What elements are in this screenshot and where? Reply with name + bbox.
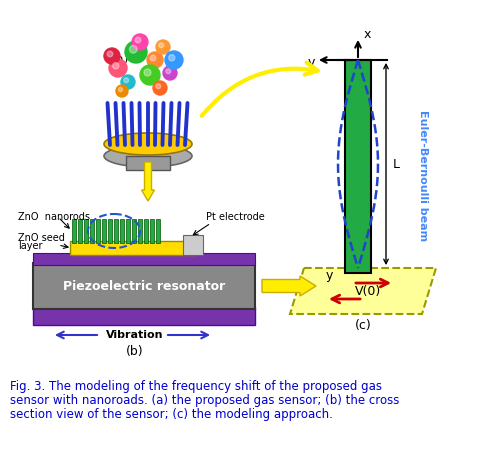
Bar [345, 60, 371, 273]
Ellipse shape [104, 145, 192, 167]
Bar [90, 219, 94, 243]
Circle shape [156, 84, 161, 89]
Circle shape [107, 51, 113, 57]
Text: V(0): V(0) [355, 284, 381, 298]
Bar [96, 219, 100, 243]
FancyArrow shape [142, 162, 155, 201]
Text: layer: layer [18, 241, 43, 251]
Text: L: L [393, 157, 399, 171]
Text: v: v [307, 56, 315, 69]
Bar [33, 263, 255, 309]
Circle shape [121, 75, 135, 89]
FancyArrow shape [262, 276, 316, 296]
Circle shape [150, 55, 156, 61]
Circle shape [109, 59, 127, 77]
Bar [126, 219, 130, 243]
Circle shape [116, 85, 128, 97]
Text: Euler-Bernoulli beam: Euler-Bernoulli beam [418, 111, 428, 242]
Text: ZnO  nanorods: ZnO nanorods [18, 212, 90, 222]
Circle shape [144, 69, 151, 76]
Bar [150, 219, 154, 243]
Bar [72, 219, 76, 243]
Bar [156, 219, 160, 243]
Circle shape [166, 69, 171, 74]
Text: Pt electrode: Pt electrode [206, 212, 265, 222]
Text: (c): (c) [355, 319, 372, 333]
Text: Vibration: Vibration [106, 330, 164, 340]
Circle shape [124, 78, 129, 83]
Bar [108, 219, 112, 243]
Bar [132, 219, 136, 243]
Bar [183, 235, 203, 255]
Circle shape [163, 66, 177, 80]
Text: sensor with nanoroads. (a) the proposed gas sensor; (b) the cross: sensor with nanoroads. (a) the proposed … [10, 394, 399, 407]
Circle shape [119, 87, 122, 91]
Text: Piezoelectric resonator: Piezoelectric resonator [63, 279, 225, 293]
Bar [144, 219, 148, 243]
Circle shape [104, 48, 120, 64]
Circle shape [153, 81, 167, 95]
Bar [84, 219, 88, 243]
Bar [120, 219, 124, 243]
Text: (b): (b) [126, 344, 144, 358]
Circle shape [132, 34, 148, 50]
Circle shape [125, 41, 147, 63]
Circle shape [168, 55, 175, 61]
Text: (a): (a) [112, 54, 130, 66]
Text: ZnO seed: ZnO seed [18, 233, 65, 243]
Text: x: x [363, 29, 371, 41]
Text: y: y [325, 268, 333, 282]
Circle shape [156, 40, 170, 54]
Circle shape [113, 63, 119, 69]
Circle shape [130, 46, 137, 53]
Bar [78, 219, 82, 243]
Circle shape [165, 51, 183, 69]
Polygon shape [290, 268, 436, 314]
Bar [33, 253, 255, 265]
FancyArrowPatch shape [202, 63, 318, 116]
Circle shape [159, 43, 164, 48]
Circle shape [147, 52, 163, 68]
Circle shape [135, 37, 141, 43]
Ellipse shape [104, 133, 192, 155]
Bar [138, 219, 142, 243]
Bar [102, 219, 106, 243]
Circle shape [140, 65, 160, 85]
Text: section view of the sensor; (c) the modeling approach.: section view of the sensor; (c) the mode… [10, 408, 333, 421]
Bar [33, 307, 255, 325]
Bar [70, 241, 195, 255]
Text: Fig. 3. The modeling of the frequency shift of the proposed gas: Fig. 3. The modeling of the frequency sh… [10, 380, 382, 393]
Bar [114, 219, 118, 243]
Bar [126, 156, 170, 170]
